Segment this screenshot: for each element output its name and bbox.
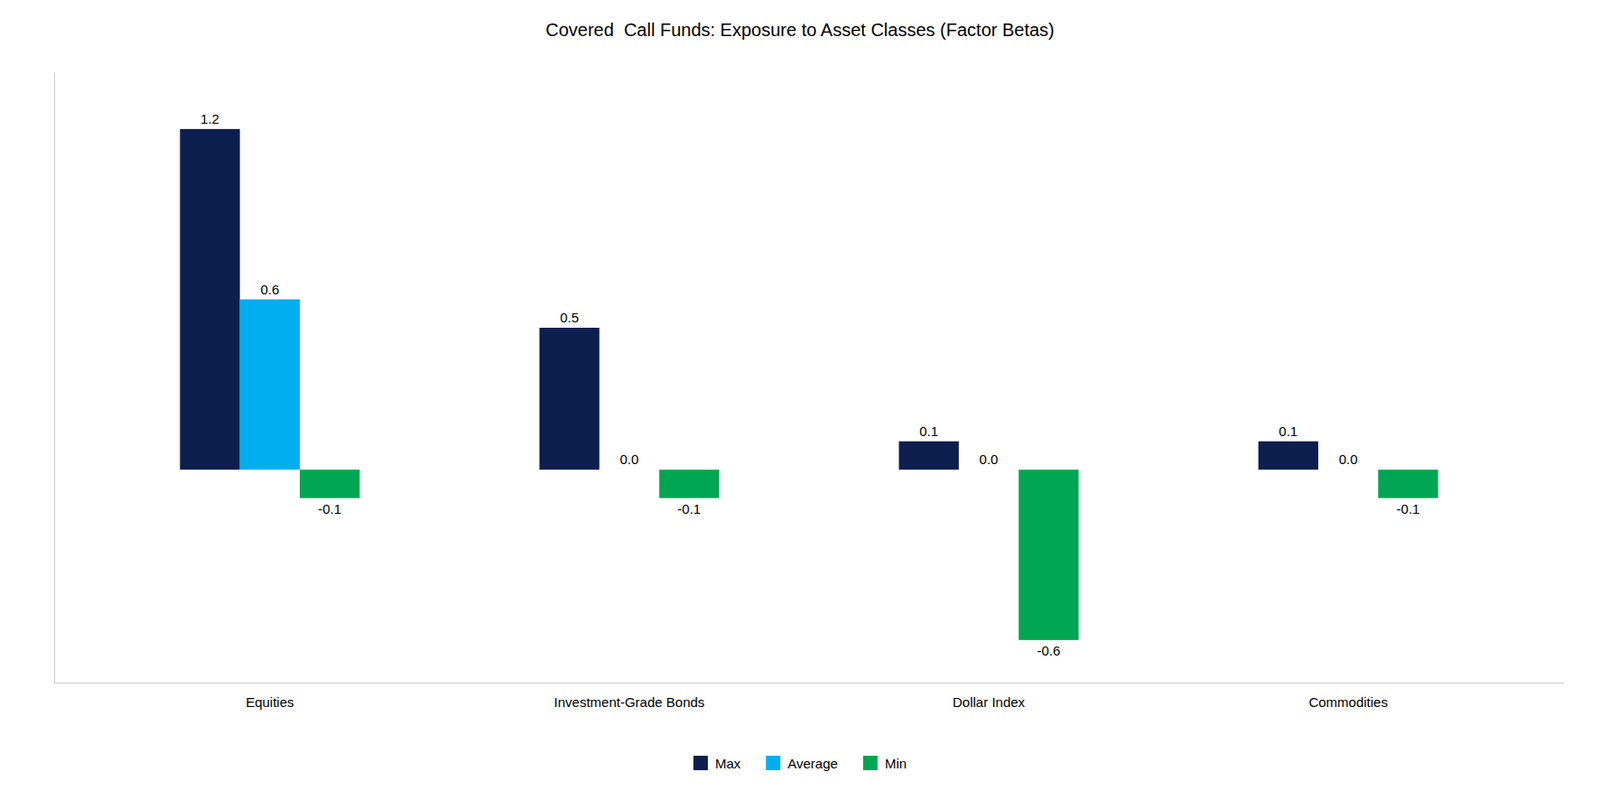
bar [539,327,599,470]
legend: Max Average Min [693,755,907,772]
x-tick-label: Investment-Grade Bonds [554,694,706,710]
data-label: -0.1 [317,501,342,517]
data-labels: 1.2 0.5 0.1 0.1 0.6 0.0 0.0 0.0 -0.1 -0.1 -0.6 -0.1 [200,111,1420,659]
y-axis [54,73,56,684]
legend-item: Min [863,755,907,772]
data-label: -0.6 [1036,642,1061,659]
x-tick-label: Dollar Index [952,694,1026,710]
y-axis-line [54,73,56,684]
bar [1318,469,1378,471]
x-tick: Dollar Index [952,694,1026,710]
bar [179,129,240,470]
legend-label: Average [787,755,838,772]
bar [1258,441,1319,470]
x-tick: Commodities [1308,694,1388,710]
bar [240,299,300,471]
bar [659,469,719,498]
x-tick: Equities [245,694,294,710]
data-label: 0.6 [260,281,280,298]
bar [299,469,360,498]
data-label: 0.1 [919,423,939,439]
data-label: 0.0 [1339,451,1359,467]
data-label: 1.2 [200,111,220,127]
bars [179,129,1438,641]
bar [1018,469,1079,641]
legend-label: Min [884,755,907,772]
data-label: 0.1 [1278,423,1298,439]
bar [599,469,660,471]
legend-item: Max [693,755,742,772]
data-label: -0.1 [1396,501,1421,517]
title: Covered Call Funds: Exposure to Asset Cl… [545,19,1055,40]
legend-swatch [863,755,878,771]
legend-label: Max [715,755,742,772]
legend-item: Average [765,755,838,772]
bar [899,441,959,470]
x-axis-line [55,682,1565,684]
x-tick-label: Commodities [1308,694,1388,710]
x-axis: Equities Investment-Grade Bonds Dollar Ind… [55,683,1565,710]
x-tick: Investment-Grade Bonds [554,694,706,710]
bar [958,469,1019,471]
x-tick-label: Equities [245,694,294,710]
data-label: 0.0 [979,451,999,467]
legend-swatch [693,755,708,771]
data-label: 0.5 [559,309,579,326]
bar [1377,469,1438,498]
chart: Covered Call Funds: Exposure to Asset Cl… [0,0,1600,800]
legend-swatch [765,755,781,771]
data-label: -0.1 [677,501,701,517]
data-label: 0.0 [620,451,640,467]
